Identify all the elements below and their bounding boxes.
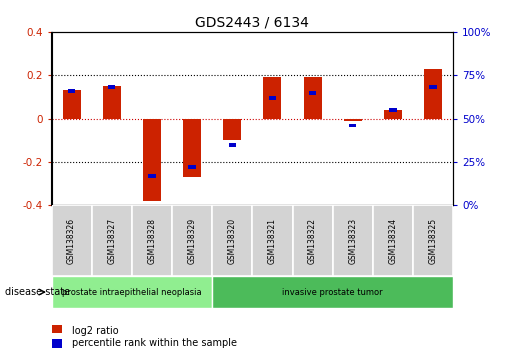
- Text: GSM138321: GSM138321: [268, 218, 277, 264]
- Text: GSM138324: GSM138324: [388, 218, 398, 264]
- Bar: [143, 119, 161, 201]
- Bar: [68, 89, 75, 93]
- Bar: [309, 91, 316, 95]
- Text: percentile rank within the sample: percentile rank within the sample: [72, 338, 237, 348]
- Bar: [413, 205, 453, 276]
- Bar: [384, 110, 402, 119]
- Text: disease state: disease state: [5, 287, 70, 297]
- Bar: [148, 174, 156, 178]
- Bar: [102, 86, 121, 119]
- Bar: [430, 85, 437, 89]
- Bar: [424, 69, 442, 119]
- Text: GSM138328: GSM138328: [147, 218, 157, 264]
- Text: log2 ratio: log2 ratio: [72, 326, 119, 336]
- Bar: [183, 119, 201, 177]
- Text: GSM138323: GSM138323: [348, 218, 357, 264]
- Bar: [172, 205, 212, 276]
- Text: GSM138322: GSM138322: [308, 218, 317, 264]
- Bar: [92, 205, 132, 276]
- Text: GSM138329: GSM138329: [187, 218, 197, 264]
- Bar: [252, 205, 293, 276]
- Bar: [132, 205, 172, 276]
- Text: GSM138327: GSM138327: [107, 218, 116, 264]
- Bar: [223, 119, 242, 140]
- Bar: [62, 90, 81, 119]
- Bar: [344, 119, 362, 121]
- Bar: [212, 276, 453, 308]
- Bar: [108, 85, 115, 89]
- Bar: [52, 276, 212, 308]
- Bar: [52, 205, 92, 276]
- Bar: [212, 205, 252, 276]
- Bar: [269, 96, 276, 100]
- Title: GDS2443 / 6134: GDS2443 / 6134: [195, 15, 310, 29]
- Text: prostate intraepithelial neoplasia: prostate intraepithelial neoplasia: [62, 287, 202, 297]
- Bar: [303, 78, 322, 119]
- Bar: [229, 143, 236, 147]
- Bar: [263, 78, 282, 119]
- Text: GSM138326: GSM138326: [67, 218, 76, 264]
- Bar: [52, 325, 62, 333]
- Bar: [349, 124, 356, 127]
- Text: GSM138325: GSM138325: [428, 218, 438, 264]
- Bar: [188, 165, 196, 169]
- Bar: [52, 339, 62, 348]
- Bar: [373, 205, 413, 276]
- Bar: [389, 108, 397, 112]
- Text: invasive prostate tumor: invasive prostate tumor: [282, 287, 383, 297]
- Text: GSM138320: GSM138320: [228, 218, 237, 264]
- Bar: [333, 205, 373, 276]
- Bar: [293, 205, 333, 276]
